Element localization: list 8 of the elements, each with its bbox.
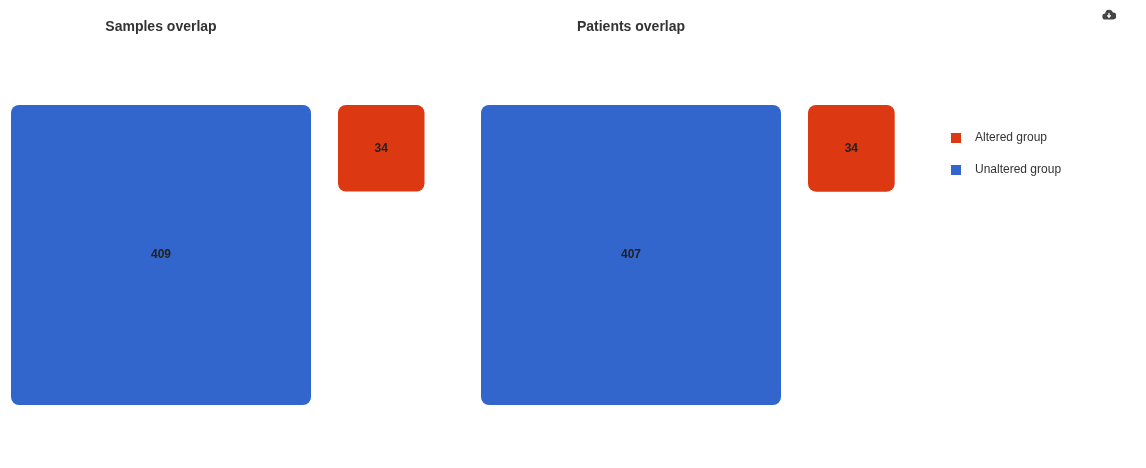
data-label: 34 xyxy=(844,140,859,155)
text: Patients overlap xyxy=(576,17,686,34)
category-label: Unaltered group xyxy=(975,162,1062,177)
data-label: 409 xyxy=(150,247,172,262)
category-label: Altered group xyxy=(975,130,1048,145)
text: Samples overlap xyxy=(105,17,217,34)
data-label: 407 xyxy=(620,247,642,262)
data-label: 34 xyxy=(374,140,389,155)
